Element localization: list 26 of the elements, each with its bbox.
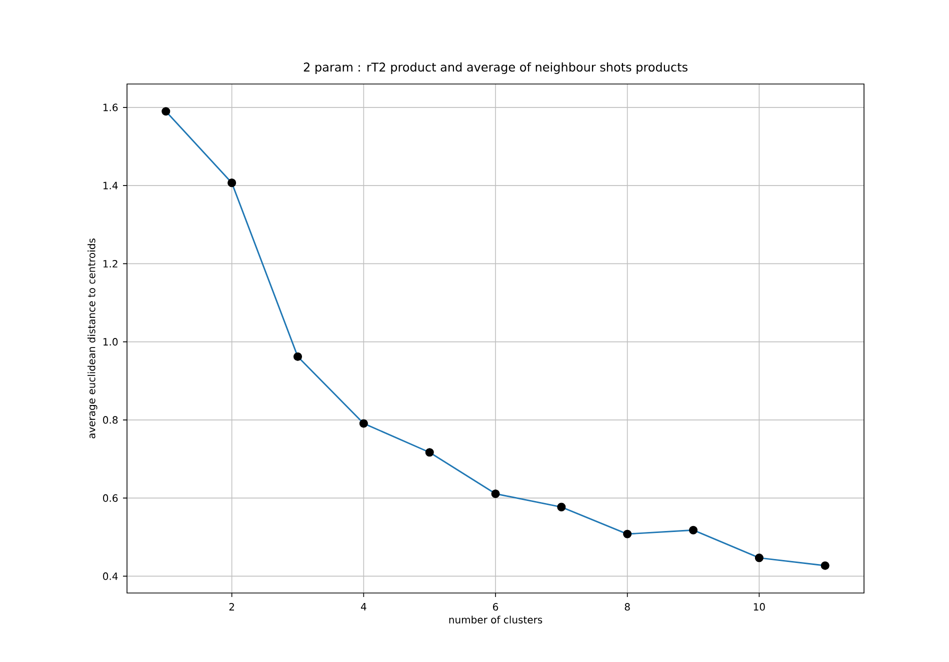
point — [557, 502, 566, 512]
x-tick-label: 10 — [754, 603, 765, 611]
chart-title: 2 param : rT2 product and average of neighbour shots products — [304, 62, 688, 74]
point — [623, 530, 632, 538]
point — [754, 554, 764, 562]
x-tick-label: 6 — [493, 603, 498, 611]
y-axis-title: average euclidean distance to centroids — [88, 238, 98, 438]
y-tick-label: 1.0 — [104, 338, 118, 346]
point — [228, 178, 236, 188]
y-tick-label: 1.4 — [104, 182, 118, 190]
point — [293, 352, 302, 361]
y-tick-label: 1.6 — [104, 104, 118, 112]
point — [820, 561, 830, 570]
y-tick-label: 0.8 — [103, 416, 118, 424]
point — [491, 490, 500, 498]
y-tick-label: 0.6 — [103, 494, 118, 502]
point — [359, 419, 368, 428]
x-axis-title: number of clusters — [449, 616, 542, 624]
point — [425, 448, 434, 457]
point — [162, 107, 170, 116]
x-tick-label: 2 — [229, 603, 234, 610]
x-tick-label: 8 — [624, 603, 630, 611]
point — [689, 526, 698, 534]
y-tick-label: 0.4 — [103, 572, 118, 580]
y-tick-label: 1.2 — [104, 260, 118, 268]
x-tick-label: 4 — [360, 603, 366, 610]
